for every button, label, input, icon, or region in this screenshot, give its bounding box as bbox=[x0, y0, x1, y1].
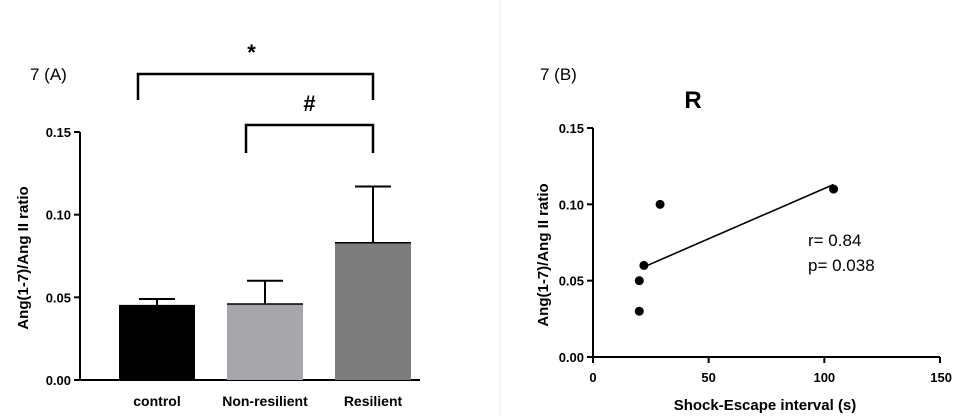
panel-a: 7 (A) Ang(1-7)/Ang II ratio 0.00 0.05 0.10… bbox=[15, 40, 420, 409]
panel-a-label: 7 (A) bbox=[30, 65, 67, 84]
panel-b-title: R bbox=[684, 87, 701, 114]
panel-b-y-tick-label: 0.05 bbox=[559, 274, 584, 289]
category-label: control bbox=[133, 393, 180, 409]
panel-a-y-tick-label: 0.10 bbox=[46, 208, 71, 223]
panel-b-fit bbox=[643, 183, 834, 268]
panel-b: 7 (B) R Ang(1-7)/Ang II ratio Shock-Esca… bbox=[535, 65, 952, 414]
category-label: Resilient bbox=[344, 393, 403, 409]
bar bbox=[227, 303, 303, 380]
panel-b-points bbox=[634, 184, 839, 316]
panel-b-ylabel: Ang(1-7)/Ang II ratio bbox=[535, 183, 552, 326]
panel-b-y-tick-label: 0.10 bbox=[559, 197, 584, 212]
panel-b-annotation-p: p= 0.038 bbox=[808, 256, 875, 275]
panel-a-y-tick-label: 0.00 bbox=[46, 373, 71, 388]
panel-b-axes: 0.00 0.05 0.10 0.15 0 50 100 150 bbox=[559, 121, 952, 385]
significance-marker: # bbox=[303, 91, 315, 116]
panel-b-x-tick-label: 50 bbox=[701, 370, 715, 385]
panel-a-y-tick-label: 0.05 bbox=[46, 290, 71, 305]
panel-b-xlabel: Shock-Escape interval (s) bbox=[674, 397, 857, 414]
panel-a-significance: *# bbox=[136, 40, 375, 153]
panel-b-x-tick-label: 0 bbox=[589, 370, 596, 385]
data-point bbox=[634, 276, 644, 286]
panel-b-x-tick-label: 150 bbox=[930, 370, 952, 385]
data-point bbox=[639, 260, 649, 270]
category-label: Non-resilient bbox=[222, 393, 308, 409]
data-point bbox=[655, 199, 665, 209]
panel-b-annotation-r: r= 0.84 bbox=[808, 231, 861, 250]
panel-a-bars: control Non-resilient Resilient bbox=[119, 185, 411, 409]
bar bbox=[119, 305, 195, 380]
significance-marker: * bbox=[247, 40, 256, 65]
data-point bbox=[829, 184, 839, 194]
panel-a-y-tick-label: 0.15 bbox=[46, 125, 71, 140]
panel-b-y-tick-label: 0.15 bbox=[559, 121, 584, 136]
significance-bracket bbox=[244, 123, 375, 153]
significance-bracket bbox=[136, 72, 375, 100]
panel-b-x-tick-label: 100 bbox=[813, 370, 835, 385]
panel-a-ylabel: Ang(1-7)/Ang II ratio bbox=[15, 186, 32, 329]
panel-b-label: 7 (B) bbox=[540, 65, 577, 84]
data-point bbox=[634, 306, 644, 316]
panel-b-y-tick-label: 0.00 bbox=[559, 350, 584, 365]
bar bbox=[335, 242, 411, 380]
regression-line bbox=[643, 183, 834, 268]
